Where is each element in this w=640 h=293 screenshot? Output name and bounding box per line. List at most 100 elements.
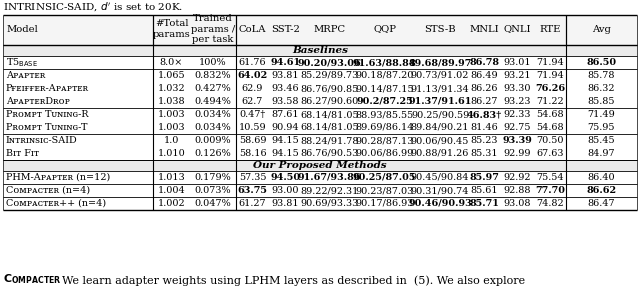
Text: 93.30: 93.30	[504, 84, 531, 93]
Text: 85.29/89.73: 85.29/89.73	[300, 71, 358, 80]
Text: 89.69/86.14: 89.69/86.14	[355, 123, 413, 132]
Text: Trained
params /
per task: Trained params / per task	[191, 14, 235, 44]
Text: $\mathbf{C}_{\mathbf{OMPACTER}}$: $\mathbf{C}_{\mathbf{OMPACTER}}$	[3, 272, 61, 286]
Text: 90.25/90.59: 90.25/90.59	[411, 110, 469, 119]
Text: 92.92: 92.92	[504, 173, 531, 182]
Text: 1.013: 1.013	[157, 173, 186, 182]
Text: We learn adapter weights using LPHM layers as described in  (5). We also explore: We learn adapter weights using LPHM laye…	[55, 275, 525, 286]
Text: 93.46: 93.46	[272, 84, 300, 93]
Text: 94.50: 94.50	[271, 173, 301, 182]
Text: 0.427%: 0.427%	[195, 84, 232, 93]
Text: CoLA: CoLA	[239, 25, 266, 33]
Text: 90.18/87.20: 90.18/87.20	[355, 71, 413, 80]
Text: Cᴏᴍᴘᴀᴄᴛᴇʀ (n=4): Cᴏᴍᴘᴀᴄᴛᴇʀ (n=4)	[6, 186, 90, 195]
Text: 86.32: 86.32	[588, 84, 615, 93]
Text: INTRINSIC-SAID, $d^{\prime}$ is set to 20K.: INTRINSIC-SAID, $d^{\prime}$ is set to 2…	[3, 1, 183, 14]
Text: 90.46/90.93: 90.46/90.93	[408, 199, 472, 208]
Text: 92.99: 92.99	[504, 149, 531, 158]
Text: 71.49: 71.49	[588, 110, 616, 119]
Text: 85.78: 85.78	[588, 71, 615, 80]
Text: 1.0: 1.0	[164, 136, 179, 145]
Text: 1.004: 1.004	[157, 186, 186, 195]
Text: PHM-Aᴘᴀᴘᴛᴇʀ (n=12): PHM-Aᴘᴀᴘᴛᴇʀ (n=12)	[6, 173, 110, 182]
Text: 58.16: 58.16	[239, 149, 266, 158]
Text: 90.14/87.15: 90.14/87.15	[355, 84, 414, 93]
Text: Aᴘᴀᴘᴛᴇʀ: Aᴘᴀᴘᴛᴇʀ	[6, 71, 45, 80]
Text: 94.61: 94.61	[271, 58, 301, 67]
Text: 93.81: 93.81	[272, 199, 300, 208]
Text: 90.17/86.93: 90.17/86.93	[355, 199, 413, 208]
Text: 91.67/93.86: 91.67/93.86	[298, 173, 361, 182]
Text: 93.00: 93.00	[272, 186, 300, 195]
Text: 8.0×: 8.0×	[160, 58, 183, 67]
Text: 88.93/85.55: 88.93/85.55	[355, 110, 413, 119]
Text: 85.45: 85.45	[588, 136, 615, 145]
Text: 90.06/86.99: 90.06/86.99	[355, 149, 413, 158]
Text: 93.08: 93.08	[504, 199, 531, 208]
Text: 92.33: 92.33	[504, 110, 531, 119]
Text: Pʀoᴍᴘᴛ Tᴜɴɪɴɢ-T: Pʀoᴍᴘᴛ Tᴜɴɪɴɢ-T	[6, 123, 88, 132]
Bar	[3, 15, 637, 45]
Text: Pғᴇɪғғᴇʀ-Aᴘᴀᴘᴛᴇʀ: Pғᴇɪғғᴇʀ-Aᴘᴀᴘᴛᴇʀ	[6, 84, 89, 93]
Text: 62.9: 62.9	[242, 84, 263, 93]
Text: 86.78: 86.78	[470, 58, 499, 67]
Text: T5$_{\mathrm{BASE}}$: T5$_{\mathrm{BASE}}$	[6, 56, 38, 69]
Text: Pʀoᴍᴘᴛ Tᴜɴɪɴɢ-R: Pʀoᴍᴘᴛ Tᴜɴɪɴɢ-R	[6, 110, 88, 119]
Text: 0.009%: 0.009%	[195, 136, 231, 145]
Text: 90.20/93.06: 90.20/93.06	[298, 58, 362, 67]
Text: 86.50: 86.50	[586, 58, 616, 67]
Text: 90.2/87.25: 90.2/87.25	[356, 97, 413, 106]
Text: QNLI: QNLI	[504, 25, 531, 33]
Text: 0.073%: 0.073%	[195, 186, 231, 195]
Bar	[3, 160, 637, 171]
Text: 93.58: 93.58	[272, 97, 300, 106]
Text: 91.13/91.34: 91.13/91.34	[411, 84, 469, 93]
Text: 93.01: 93.01	[504, 58, 531, 67]
Text: 75.95: 75.95	[588, 123, 615, 132]
Text: 89.84/90.21: 89.84/90.21	[411, 123, 469, 132]
Text: 0.832%: 0.832%	[195, 71, 231, 80]
Text: 93.81: 93.81	[272, 71, 300, 80]
Text: 63.75: 63.75	[237, 186, 268, 195]
Text: 74.82: 74.82	[536, 199, 564, 208]
Text: 0.494%: 0.494%	[195, 97, 232, 106]
Text: SST-2: SST-2	[271, 25, 300, 33]
Text: 92.75: 92.75	[504, 123, 531, 132]
Text: 54.68: 54.68	[536, 110, 564, 119]
Text: 85.71: 85.71	[470, 199, 499, 208]
Text: 1.065: 1.065	[157, 71, 186, 80]
Text: QQP: QQP	[373, 25, 396, 33]
Text: 0.47†: 0.47†	[239, 110, 266, 119]
Text: 1.038: 1.038	[157, 97, 186, 106]
Text: 85.97: 85.97	[470, 173, 499, 182]
Text: 0.034%: 0.034%	[195, 110, 232, 119]
Text: 86.76/90.53: 86.76/90.53	[300, 149, 358, 158]
Text: 0.126%: 0.126%	[195, 149, 232, 158]
Text: #Total
params: #Total params	[152, 19, 190, 39]
Text: 93.39: 93.39	[502, 136, 532, 145]
Text: Baselines: Baselines	[292, 46, 348, 55]
Text: 85.85: 85.85	[588, 97, 615, 106]
Text: 92.88: 92.88	[504, 186, 531, 195]
Text: AᴘᴀᴘᴛᴇʀDʀoᴘ: AᴘᴀᴘᴛᴇʀDʀoᴘ	[6, 97, 70, 106]
Text: 90.25/87.05: 90.25/87.05	[353, 173, 416, 182]
Text: 88.24/91.78: 88.24/91.78	[300, 136, 359, 145]
Text: 57.35: 57.35	[239, 173, 266, 182]
Text: 86.40: 86.40	[588, 173, 615, 182]
Text: 1.002: 1.002	[157, 199, 186, 208]
Text: 86.62: 86.62	[586, 186, 616, 195]
Text: 71.22: 71.22	[536, 97, 564, 106]
Text: 89.68/89.97: 89.68/89.97	[408, 58, 472, 67]
Text: 84.97: 84.97	[588, 149, 615, 158]
Text: 90.28/87.13: 90.28/87.13	[355, 136, 413, 145]
Text: STS-B: STS-B	[424, 25, 456, 33]
Text: 71.94: 71.94	[536, 58, 564, 67]
Text: 93.23: 93.23	[504, 97, 531, 106]
Text: 85.61: 85.61	[470, 186, 499, 195]
Text: 100%: 100%	[199, 58, 227, 67]
Text: 86.47: 86.47	[588, 199, 615, 208]
Text: 90.23/87.03: 90.23/87.03	[355, 186, 413, 195]
Text: 58.69: 58.69	[239, 136, 266, 145]
Text: 93.21: 93.21	[504, 71, 531, 80]
Text: 90.73/91.02: 90.73/91.02	[411, 71, 469, 80]
